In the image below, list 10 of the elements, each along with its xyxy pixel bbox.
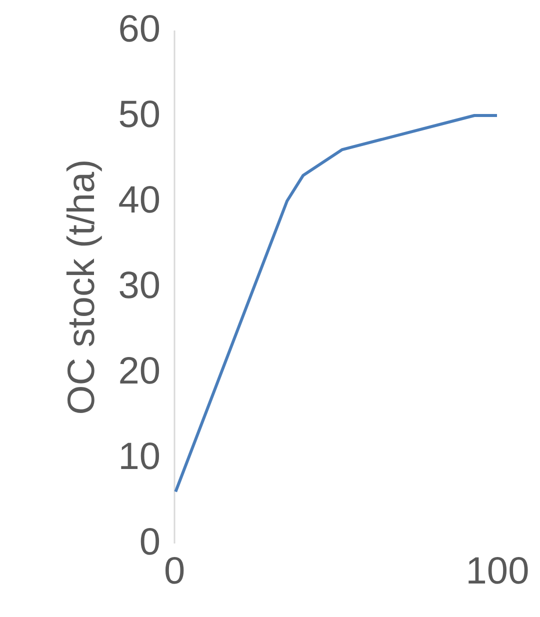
line-series [174, 114, 498, 494]
y-tick-label: 0 [139, 522, 160, 564]
y-tick-label: 60 [118, 8, 160, 50]
y-tick-label: 50 [118, 94, 160, 136]
y-tick-label: 20 [118, 350, 160, 392]
y-tick-label: 40 [118, 180, 160, 222]
x-tick-label: 100 [466, 550, 530, 592]
y-tick-label: 30 [118, 265, 160, 307]
y-axis-title: OC stock (t/ha) [61, 159, 104, 415]
y-tick-label: 10 [118, 436, 160, 478]
